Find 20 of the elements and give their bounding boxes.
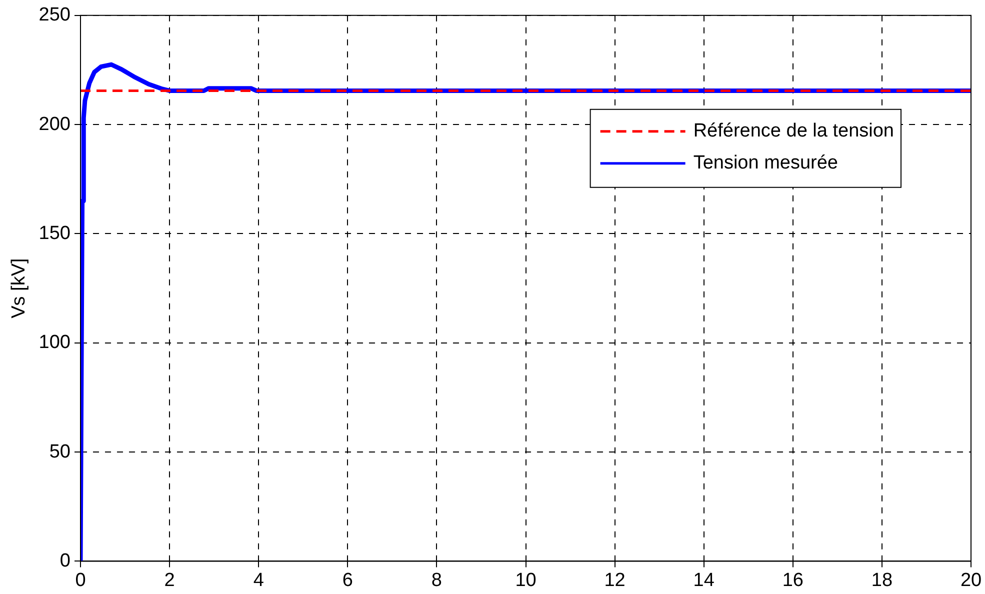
legend-label: Tension mesurée	[693, 152, 838, 174]
y-axis-title: Vs [kV]	[8, 258, 30, 318]
x-tick-label: 0	[75, 570, 86, 591]
x-tick-label: 4	[253, 570, 264, 591]
y-tick-label: 50	[49, 441, 70, 462]
x-tick-label: 20	[960, 570, 982, 591]
y-tick-label: 100	[38, 332, 70, 354]
legend-label: Référence de la tension	[693, 120, 894, 142]
x-tick-label: 12	[604, 570, 626, 591]
x-tick-label: 10	[515, 570, 536, 591]
x-tick-label: 16	[782, 570, 804, 591]
x-tick-label: 14	[693, 570, 715, 591]
y-tick-label: 200	[38, 114, 70, 135]
y-tick-label: 0	[60, 550, 70, 572]
y-tick-label: 250	[38, 4, 70, 26]
y-tick-label: 150	[38, 222, 70, 244]
x-tick-label: 18	[871, 570, 893, 591]
x-tick-label: 6	[342, 570, 353, 591]
x-tick-label: 2	[164, 570, 175, 591]
x-tick-label: 8	[431, 570, 442, 591]
